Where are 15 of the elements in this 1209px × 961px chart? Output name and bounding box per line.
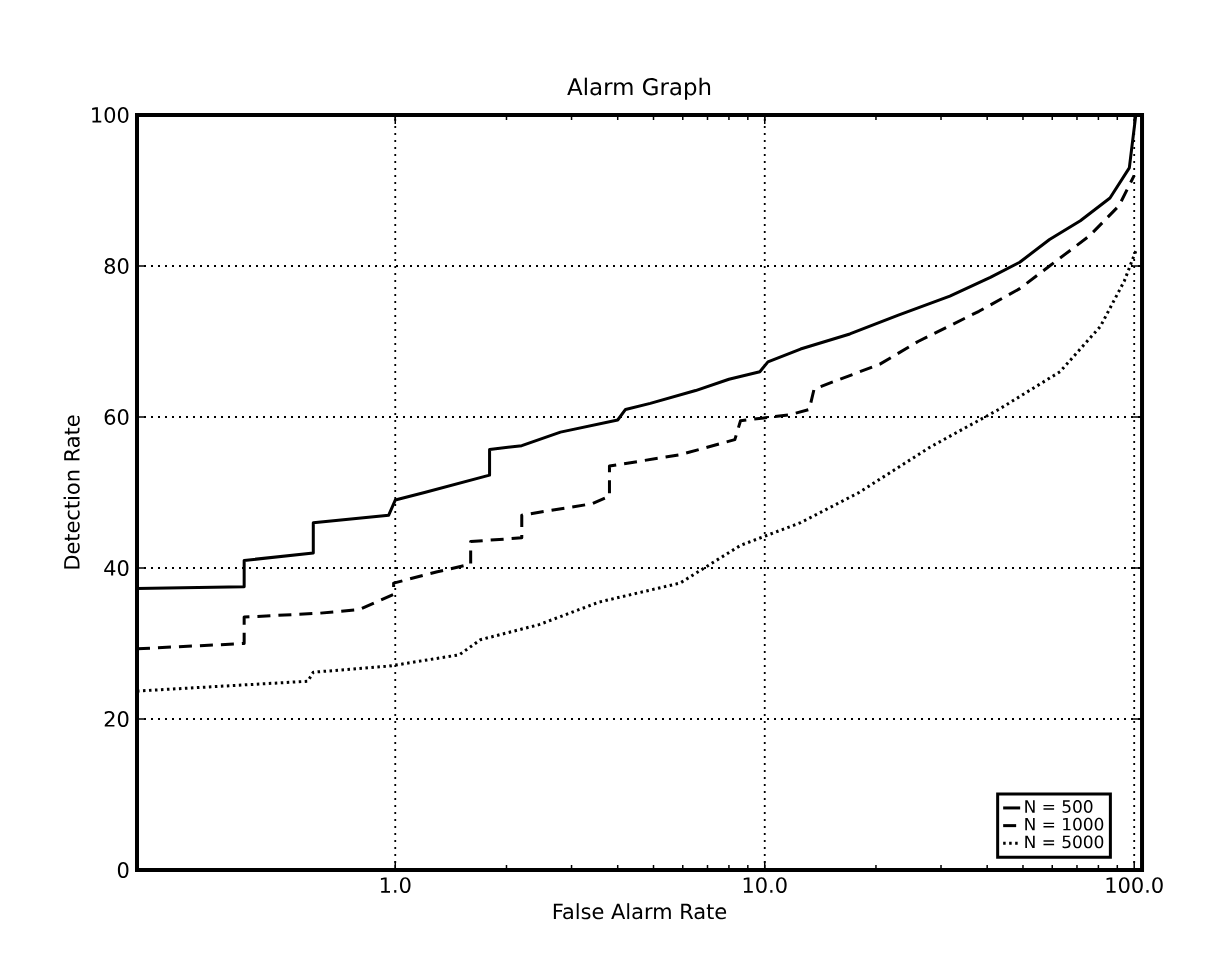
- y-tick-label: 20: [104, 711, 129, 727]
- y-tick-label: 60: [104, 409, 129, 425]
- x-axis-title: False Alarm Rate: [553, 903, 727, 920]
- y-tick-label: 0: [117, 862, 129, 878]
- y-axis-title: Detection Rate: [63, 415, 80, 569]
- y-tick-label: 80: [104, 258, 129, 274]
- chart-title: Alarm Graph: [567, 77, 711, 100]
- x-tick-label: 1.0: [380, 877, 411, 893]
- legend-label: N = 5000: [1025, 835, 1104, 849]
- legend-label: N = 500: [1025, 800, 1093, 813]
- y-tick-label: 100: [92, 107, 129, 123]
- x-tick-label: 100.0: [1106, 877, 1163, 893]
- x-tick-label: 10.0: [743, 877, 787, 893]
- legend-label: N = 1000: [1025, 817, 1104, 831]
- y-tick-label: 40: [104, 560, 129, 576]
